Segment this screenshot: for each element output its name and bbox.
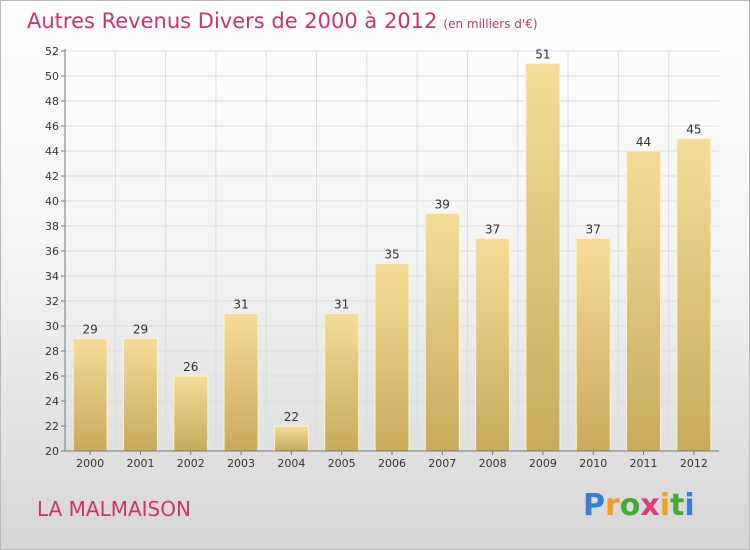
x-tick-label: 2011 xyxy=(630,457,658,470)
y-tick-label: 26 xyxy=(45,370,59,383)
logo-letter: r xyxy=(605,488,620,523)
bar xyxy=(122,338,158,452)
x-tick-label: 2009 xyxy=(529,457,557,470)
y-tick-label: 46 xyxy=(45,120,59,133)
bar xyxy=(626,150,662,452)
chart-title-text: Autres Revenus Divers de 2000 à 2012 xyxy=(27,9,438,33)
data-label: 26 xyxy=(183,360,198,374)
logo-letter: t xyxy=(670,488,685,523)
logo-letter: o xyxy=(619,488,641,523)
y-tick-label: 44 xyxy=(45,145,59,158)
proxiti-logo: Proxiti xyxy=(583,488,695,523)
bar xyxy=(424,213,460,452)
place-name: LA MALMAISON xyxy=(37,497,191,521)
x-tick-label: 2001 xyxy=(126,457,154,470)
data-label: 35 xyxy=(384,248,399,262)
y-tick-label: 52 xyxy=(45,45,59,58)
data-label: 29 xyxy=(133,323,148,337)
x-tick-label: 2007 xyxy=(428,457,456,470)
data-label: 31 xyxy=(334,298,349,312)
x-tick-label: 2003 xyxy=(227,457,255,470)
data-label: 22 xyxy=(284,410,299,424)
bars xyxy=(72,63,712,452)
data-label: 45 xyxy=(686,123,701,137)
bar xyxy=(223,313,259,452)
bar xyxy=(324,313,360,452)
data-label: 39 xyxy=(435,198,450,212)
y-tick-label: 30 xyxy=(45,320,59,333)
axes xyxy=(61,49,719,455)
bar xyxy=(676,138,712,452)
y-tick-label: 36 xyxy=(45,245,59,258)
y-tick-label: 42 xyxy=(45,170,59,183)
chart-title: Autres Revenus Divers de 2000 à 2012 (en … xyxy=(27,9,538,33)
y-tick-label: 40 xyxy=(45,195,59,208)
data-label: 37 xyxy=(485,223,500,237)
data-label: 44 xyxy=(636,135,651,149)
y-tick-label: 34 xyxy=(45,270,59,283)
data-label: 51 xyxy=(535,48,550,62)
logo-letter: P xyxy=(583,488,605,523)
data-label: 37 xyxy=(586,223,601,237)
y-tick-label: 32 xyxy=(45,295,59,308)
x-tick-label: 2005 xyxy=(328,457,356,470)
bar xyxy=(273,425,309,452)
y-tick-label: 48 xyxy=(45,95,59,108)
bar xyxy=(72,338,108,452)
data-label: 29 xyxy=(83,323,98,337)
data-label: 31 xyxy=(233,298,248,312)
y-tick-label: 28 xyxy=(45,345,59,358)
y-tick-label: 50 xyxy=(45,70,59,83)
bar xyxy=(525,63,561,452)
x-tick-label: 2008 xyxy=(479,457,507,470)
bar xyxy=(475,238,511,452)
x-tick-label: 2004 xyxy=(277,457,305,470)
bar xyxy=(575,238,611,452)
chart-subtitle: (en milliers d'€) xyxy=(443,17,538,31)
y-tick-label: 38 xyxy=(45,220,59,233)
x-tick-label: 2010 xyxy=(579,457,607,470)
x-tick-label: 2012 xyxy=(680,457,708,470)
logo-letter: i xyxy=(659,488,671,523)
logo-letter: x xyxy=(640,488,660,523)
bar xyxy=(173,375,209,452)
y-tick-label: 20 xyxy=(45,445,59,458)
bar xyxy=(374,263,410,452)
logo-letter: i xyxy=(684,488,695,523)
y-tick-label: 24 xyxy=(45,395,59,408)
labels: 20 22 24 26 28 30 32 34 36 38 40 42 44 46 48 50 52 29 2000… xyxy=(45,45,708,470)
x-tick-label: 2000 xyxy=(76,457,104,470)
x-tick-label: 2002 xyxy=(177,457,205,470)
x-tick-label: 2006 xyxy=(378,457,406,470)
y-tick-label: 22 xyxy=(45,420,59,433)
